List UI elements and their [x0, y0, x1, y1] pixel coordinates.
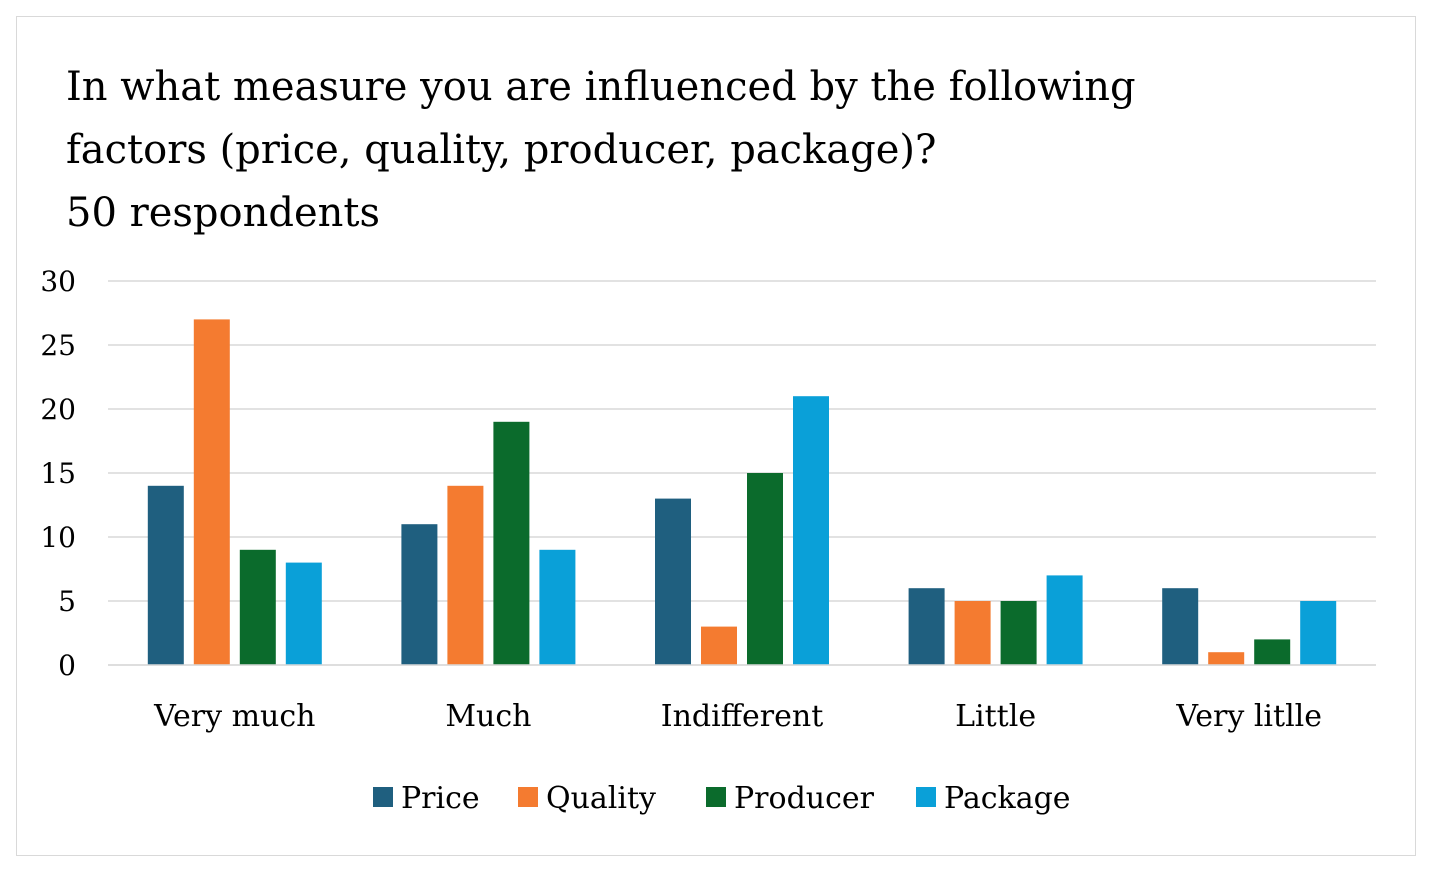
y-tick-label: 30	[40, 265, 76, 298]
x-category-label: Much	[445, 699, 531, 734]
chart-title-line-3: 50 respondents	[66, 190, 381, 236]
chart-title: In what measure you are influenced by th…	[66, 56, 1136, 245]
bar-producer	[239, 549, 276, 665]
bar-price	[147, 485, 184, 665]
bar-producer	[747, 473, 783, 665]
chart-title-line-2: factors (price, quality, producer, packa…	[66, 127, 937, 173]
bar-package	[793, 396, 829, 665]
x-category-label: Little	[955, 699, 1036, 734]
y-tick-label: 0	[58, 649, 76, 682]
bar-price	[1162, 588, 1199, 665]
x-category-label: Very litlle	[1175, 699, 1322, 734]
bar-package	[1046, 575, 1083, 665]
bar-quality	[701, 626, 737, 665]
legend-swatch-producer	[706, 787, 726, 807]
chart-title-line-1: In what measure you are influenced by th…	[66, 64, 1136, 110]
y-tick-label: 25	[40, 329, 76, 362]
legend-swatch-quality	[518, 787, 538, 807]
y-tick-label: 5	[58, 585, 76, 618]
bar-quality	[1208, 652, 1245, 665]
bar-quality	[193, 319, 230, 665]
bar-package	[285, 562, 322, 665]
bar-package	[1300, 601, 1337, 665]
bar-quality	[954, 601, 991, 665]
legend-label-producer: Producer	[734, 781, 875, 816]
x-category-label: Very much	[153, 699, 315, 734]
bar-producer	[1000, 601, 1037, 665]
chart-frame	[16, 16, 1416, 856]
bar-price	[401, 524, 438, 665]
bar-producer	[493, 421, 530, 665]
bar-price	[908, 588, 945, 665]
legend-label-package: Package	[944, 781, 1071, 816]
bar-producer	[1254, 639, 1291, 665]
legend-swatch-package	[916, 787, 936, 807]
legend-swatch-price	[373, 787, 393, 807]
legend-label-quality: Quality	[546, 781, 656, 816]
bar-price	[655, 498, 691, 665]
x-category-label: Indifferent	[661, 699, 824, 734]
y-tick-label: 20	[40, 393, 76, 426]
bar-quality	[447, 485, 484, 665]
y-tick-label: 10	[40, 521, 76, 554]
legend-label-price: Price	[401, 781, 480, 816]
bar-package	[539, 549, 576, 665]
y-tick-label: 15	[40, 457, 76, 490]
